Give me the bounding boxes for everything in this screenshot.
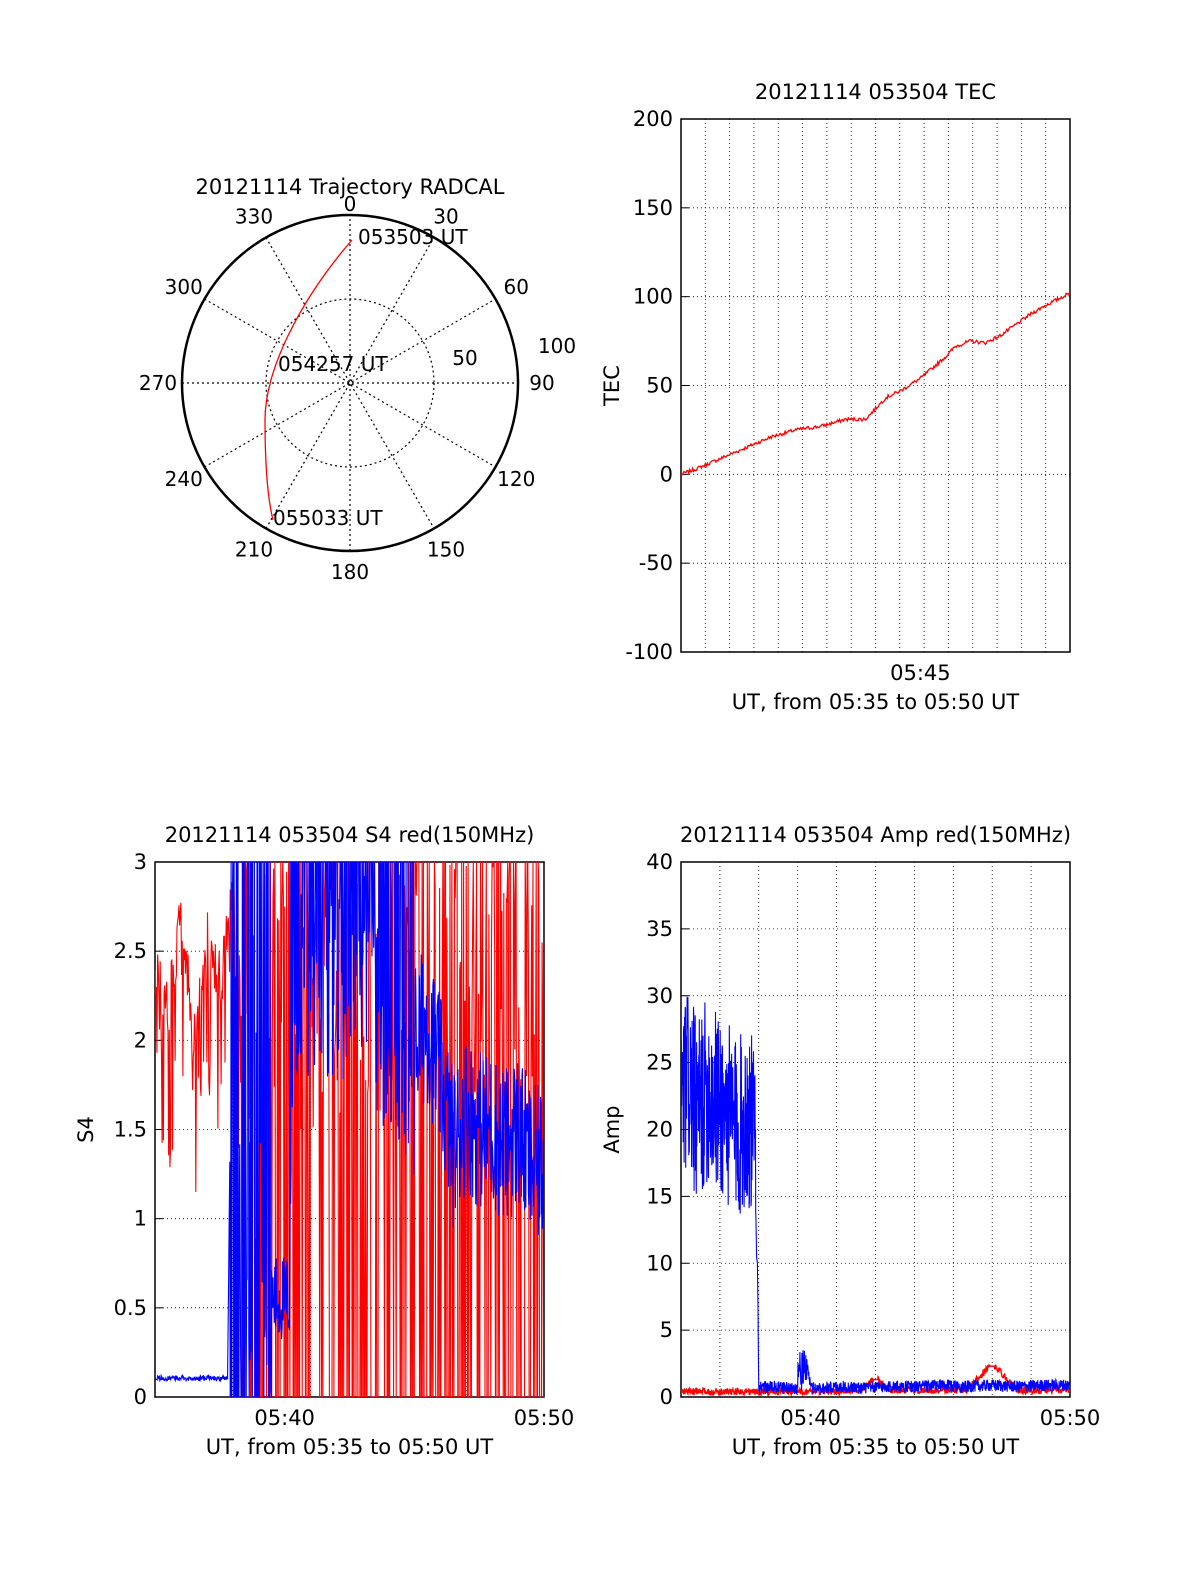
y-tick-label: 35 [646,917,673,941]
trajectory-mid-time: 054257 UT [278,352,388,376]
azimuth-spoke [204,298,496,468]
azimuth-label: 90 [529,371,554,395]
elevation-label-50: 50 [452,346,477,370]
y-tick-label: 20 [646,1118,673,1142]
trajectory-title: 20121114 Trajectory RADCAL [196,175,505,199]
y-tick-label: 3 [134,850,147,874]
x-tick-label: 05:40 [780,1406,841,1430]
azimuth-label: 330 [235,205,273,229]
x-axis-label: UT, from 05:35 to 05:50 UT [732,1435,1020,1459]
azimuth-label: 210 [235,537,273,561]
y-axis-label: Amp [600,1105,624,1153]
y-axis-label: TEC [600,365,624,407]
y-tick-label: 5 [660,1318,673,1342]
trajectory-end-time: 055033 UT [273,506,383,530]
y-tick-label: -100 [625,640,673,664]
azimuth-label: 270 [139,371,177,395]
y-tick-label: 200 [633,107,673,131]
y-tick-label: 40 [646,850,673,874]
y-tick-label: 10 [646,1251,673,1275]
y-tick-label: 0 [134,1385,147,1409]
x-tick-label: 05:50 [514,1406,575,1430]
azimuth-spoke [204,298,496,468]
azimuth-spokes [182,215,518,551]
x-tick-label: 05:40 [254,1406,315,1430]
azimuth-spoke [265,237,435,529]
amp-red-series-line [681,1364,1070,1397]
tec-panel: -100 -50 0 50 100 150 200 05:45 20121114 053504 … [600,80,1071,714]
azimuth-labels: 0 30 60 90 120 150 180 210 240 270 300 330 [139,192,555,584]
chart-title: 20121114 053504 S4 red(150MHz) [165,823,535,847]
y-tick-label: 25 [646,1051,673,1075]
y-tick-label: 0.5 [114,1296,147,1320]
y-axis-label: S4 [74,1116,98,1143]
azimuth-label: 30 [433,205,458,229]
y-tick-label: 0 [660,462,673,486]
azimuth-label: 120 [497,467,535,491]
azimuth-label: 300 [165,275,203,299]
chart-title: 20121114 053504 Amp red(150MHz) [680,823,1071,847]
amp-blue-series-line [681,996,1070,1395]
x-axis-label: UT, from 05:35 to 05:50 UT [206,1435,494,1459]
y-tick-label: -50 [639,551,673,575]
chart-title: 20121114 053504 TEC [755,80,996,104]
x-tick-label: 05:50 [1040,1406,1101,1430]
azimuth-label: 150 [427,537,465,561]
y-tick-label: 50 [646,374,673,398]
trajectory-start-time: 053503 UT [358,225,468,249]
tec-series-line [681,292,1070,476]
x-axis-label: UT, from 05:35 to 05:50 UT [732,690,1020,714]
s4-red-series-line [155,862,544,1397]
s4-panel: 0 0.5 1 1.5 2 2.5 3 05:40 05:50 20121114 053504 S… [74,823,574,1459]
y-tick-label: 100 [633,285,673,309]
y-tick-label: 150 [633,196,673,220]
y-tick-label: 15 [646,1184,673,1208]
s4-blue-series-line [155,862,544,1397]
azimuth-spoke [265,237,435,529]
y-tick-label: 2.5 [114,939,147,963]
x-tick-label: 05:45 [890,661,951,685]
azimuth-label: 60 [504,275,529,299]
y-tick-label: 2 [134,1028,147,1052]
y-tick-label: 0 [660,1385,673,1409]
azimuth-label: 180 [331,560,369,584]
amp-panel: 0 5 10 15 20 25 30 35 40 05:40 05:50 20121114 05350… [600,823,1100,1459]
trajectory-track [264,239,353,521]
y-tick-label: 1 [134,1207,147,1231]
y-tick-label: 1.5 [114,1118,147,1142]
trajectory-polar-plot: 20121114 Trajectory RADCAL 0 30 60 90 120 150… [139,175,576,584]
azimuth-label: 240 [165,467,203,491]
elevation-label-100: 100 [538,334,576,358]
azimuth-label: 0 [344,192,357,216]
y-tick-label: 30 [646,984,673,1008]
